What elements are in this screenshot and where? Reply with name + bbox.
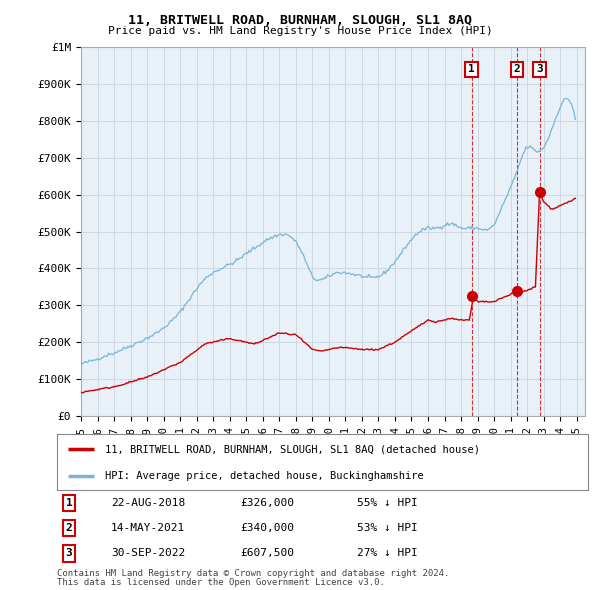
Text: 55% ↓ HPI: 55% ↓ HPI xyxy=(357,498,418,507)
Text: Price paid vs. HM Land Registry's House Price Index (HPI): Price paid vs. HM Land Registry's House … xyxy=(107,26,493,35)
Text: This data is licensed under the Open Government Licence v3.0.: This data is licensed under the Open Gov… xyxy=(57,578,385,587)
Text: Contains HM Land Registry data © Crown copyright and database right 2024.: Contains HM Land Registry data © Crown c… xyxy=(57,569,449,578)
Text: 53% ↓ HPI: 53% ↓ HPI xyxy=(357,523,418,533)
Text: 14-MAY-2021: 14-MAY-2021 xyxy=(111,523,185,533)
Text: 3: 3 xyxy=(536,64,543,74)
Text: 11, BRITWELL ROAD, BURNHAM, SLOUGH, SL1 8AQ: 11, BRITWELL ROAD, BURNHAM, SLOUGH, SL1 … xyxy=(128,14,472,27)
Text: 27% ↓ HPI: 27% ↓ HPI xyxy=(357,549,418,558)
Text: 2: 2 xyxy=(514,64,520,74)
Text: 1: 1 xyxy=(65,498,73,507)
Text: 22-AUG-2018: 22-AUG-2018 xyxy=(111,498,185,507)
Text: £326,000: £326,000 xyxy=(240,498,294,507)
Text: 30-SEP-2022: 30-SEP-2022 xyxy=(111,549,185,558)
Text: 2: 2 xyxy=(65,523,73,533)
Text: £340,000: £340,000 xyxy=(240,523,294,533)
Text: 11, BRITWELL ROAD, BURNHAM, SLOUGH, SL1 8AQ (detached house): 11, BRITWELL ROAD, BURNHAM, SLOUGH, SL1 … xyxy=(105,444,480,454)
Text: HPI: Average price, detached house, Buckinghamshire: HPI: Average price, detached house, Buck… xyxy=(105,471,424,481)
Text: 3: 3 xyxy=(65,549,73,558)
Text: 1: 1 xyxy=(468,64,475,74)
Text: £607,500: £607,500 xyxy=(240,549,294,558)
